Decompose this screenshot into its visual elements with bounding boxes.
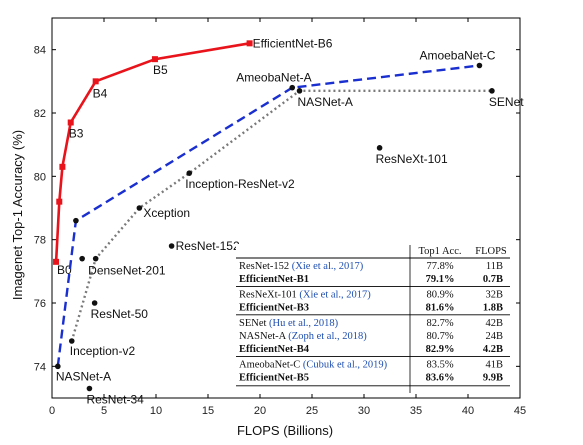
point-label: AmoebaNet-C: [419, 49, 495, 63]
point-label: AmeobaNet-A: [236, 71, 311, 85]
table-acc-cell: 82.9%: [426, 344, 455, 355]
axes: 0 5 10 15 20 25 30 35 40 45 74 76 78 80 82 84: [34, 17, 526, 417]
series-line-2: [70, 89, 492, 342]
point-label: Inception-ResNet-v2: [185, 177, 295, 191]
data-point: [136, 205, 143, 211]
point-label: Inception-v2: [70, 344, 136, 358]
data-point: [151, 56, 158, 63]
data-point: [86, 385, 93, 392]
table-acc-cell: 79.1%: [426, 274, 455, 285]
point-label: EfficientNet-B6: [253, 36, 333, 50]
x-tick-label: 35: [410, 405, 422, 417]
table-acc-cell: 82.7%: [426, 318, 453, 329]
x-tick-label: 10: [150, 405, 162, 417]
table-model-cell: AmeobaNet-C (Cubuk et al., 2019): [239, 359, 388, 370]
x-tick-label: 30: [358, 405, 370, 417]
table-model-cell: NASNet-A (Zoph et al., 2018): [239, 331, 367, 342]
data-point: [56, 198, 63, 205]
point-label: ResNet-152: [176, 239, 240, 253]
plot-frame: [51, 17, 521, 399]
comparison-table: Top1 Acc. FLOPS ResNet-152 (Xie et al., 20…: [236, 244, 510, 393]
data-point: [289, 84, 296, 91]
data-point: [168, 243, 175, 249]
data-point: [489, 88, 495, 94]
point-label: B5: [153, 63, 168, 77]
data-point: [92, 78, 99, 85]
table-model-cell: ResNet-152 (Xie et al., 2017): [239, 261, 364, 272]
table-flops-cell: 11B: [486, 261, 503, 272]
x-tick-label: 20: [254, 405, 266, 417]
table-model-cell: EfficientNet-B1: [239, 274, 309, 285]
data-point: [68, 338, 75, 344]
point-label: NASNet-A: [56, 369, 111, 383]
point-label: ResNet-50: [91, 307, 149, 321]
data-point: [73, 217, 79, 224]
y-tick-label: 78: [34, 235, 46, 247]
x-tick-label: 15: [202, 405, 214, 417]
data-point: [53, 258, 60, 265]
point-label: B0: [57, 263, 72, 277]
table-acc-cell: 77.8%: [426, 261, 453, 272]
y-tick-label: 76: [34, 298, 46, 310]
x-tick-label: 5: [101, 405, 107, 417]
table-flops-cell: 42B: [485, 318, 503, 329]
table-background: [236, 244, 510, 392]
x-tick-label: 45: [514, 405, 526, 417]
data-point: [376, 145, 383, 151]
data-point: [476, 62, 483, 69]
table-flops-cell: 0.7B: [483, 274, 503, 285]
point-label: B4: [93, 86, 108, 100]
series-line-1: [56, 64, 480, 367]
x-tick-label: 40: [462, 405, 474, 417]
table-model-cell: ResNeXt-101 (Xie et al., 2017): [239, 289, 371, 300]
table-flops-cell: 32B: [485, 289, 503, 300]
point-label: Xception: [143, 206, 190, 220]
data-point: [296, 88, 303, 94]
table-acc-cell: 83.6%: [426, 373, 455, 384]
y-axis-title: Imagenet Top-1 Accuracy (%): [10, 130, 25, 300]
y-tick-label: 82: [34, 108, 46, 120]
table-flops-cell: 4.2B: [483, 344, 503, 355]
data-point: [55, 363, 61, 370]
y-tick-label: 74: [34, 361, 46, 373]
data-point: [91, 300, 98, 306]
y-tick-label: 84: [34, 45, 46, 57]
x-tick-label: 25: [306, 405, 318, 417]
table-flops-cell: 41B: [485, 359, 503, 370]
table-model-cell: SENet (Hu et al., 2018): [239, 318, 339, 329]
data-point: [246, 40, 253, 47]
table-model-cell: EfficientNet-B3: [239, 303, 309, 314]
table-flops-cell: 24B: [485, 331, 503, 342]
table-acc-cell: 81.6%: [426, 303, 455, 314]
table-flops-cell: 1.8B: [483, 303, 503, 314]
table-acc-cell: 80.7%: [426, 331, 453, 342]
point-label: DenseNet-201: [88, 264, 166, 278]
data-point: [59, 163, 66, 170]
plot-area: B0 B3 B4 B5 EfficientNet-B6 NASNet-A AmeobaNet…: [53, 36, 524, 407]
data-point: [92, 255, 99, 262]
point-label: ResNet-34: [86, 393, 144, 407]
data-point: [186, 170, 193, 176]
x-axis-title: FLOPS (Billions): [237, 423, 333, 438]
table-acc-cell: 80.9%: [426, 289, 453, 300]
table-acc-cell: 83.5%: [426, 359, 453, 370]
point-label: B3: [69, 127, 84, 141]
y-tick-label: 80: [34, 171, 46, 183]
table-flops-cell: 9.9B: [483, 373, 503, 384]
table-header-acc: Top1 Acc.: [418, 246, 461, 257]
x-tick-label: 0: [49, 405, 55, 417]
table-model-cell: EfficientNet-B4: [239, 344, 310, 355]
point-label: ResNeXt-101: [376, 152, 448, 166]
table-model-cell: EfficientNet-B5: [239, 373, 309, 384]
data-point: [67, 119, 74, 126]
data-point: [79, 255, 85, 262]
point-label: NASNet-A: [298, 95, 353, 109]
point-label: SENet: [489, 95, 524, 109]
table-header-flops: FLOPS: [475, 246, 507, 257]
